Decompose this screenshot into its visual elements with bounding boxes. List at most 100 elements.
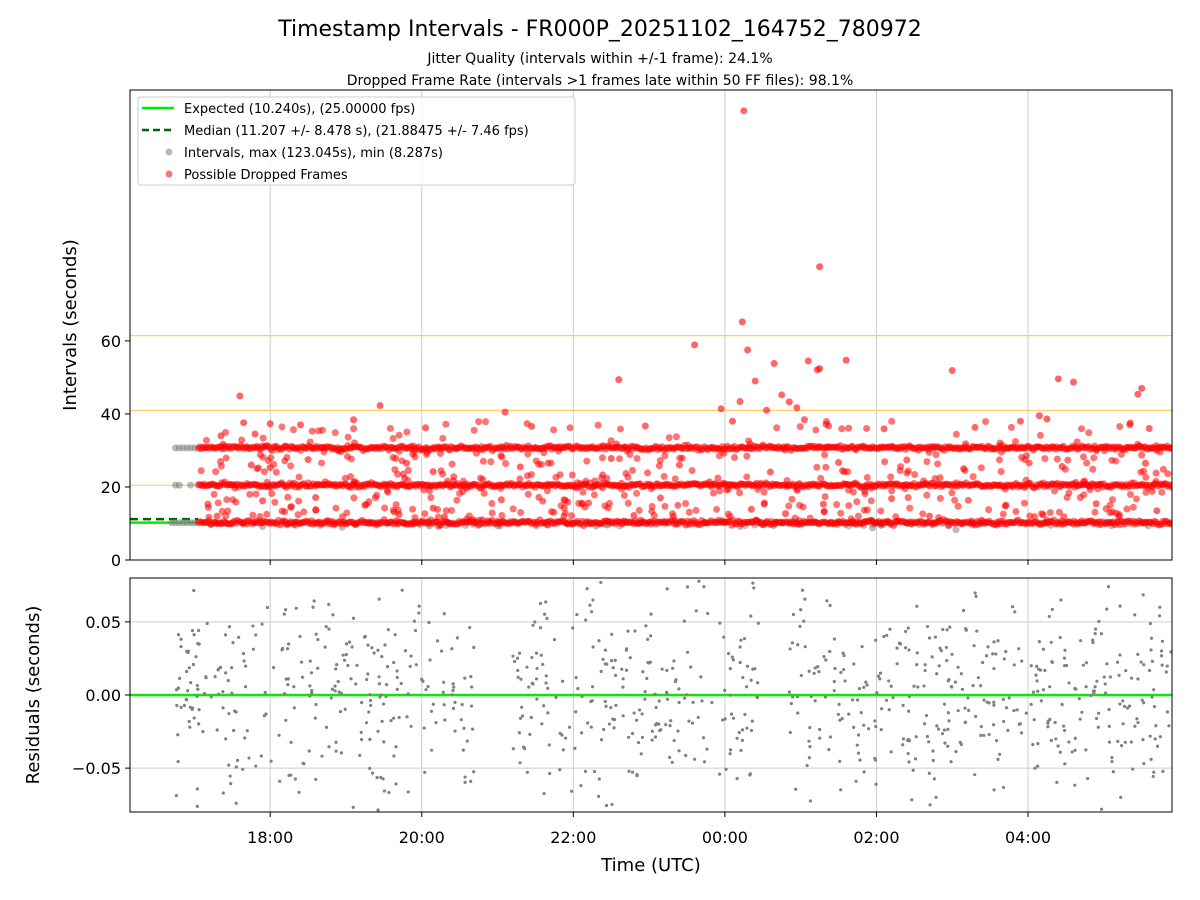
residual-point [998, 752, 1002, 756]
residual-point [833, 666, 837, 671]
residual-point [307, 749, 311, 753]
residual-point [807, 669, 811, 673]
residual-point [589, 610, 594, 614]
residual-point [584, 618, 588, 622]
residual-point [395, 669, 399, 673]
residual-point [818, 736, 822, 740]
residual-point [796, 643, 800, 647]
residual-point [179, 705, 183, 709]
residual-point [878, 677, 882, 681]
dropped-frame-point [231, 484, 239, 492]
dropped-frame-point [778, 391, 786, 399]
residuals-y-tick-label: 0.05 [85, 613, 121, 632]
residual-point [546, 686, 550, 690]
residual-point [470, 685, 474, 689]
residual-point [862, 723, 866, 727]
dropped-frame-point [607, 437, 615, 445]
residual-point [749, 678, 753, 682]
residual-point [590, 685, 595, 689]
residual-point [684, 753, 688, 758]
dropped-frame-point [793, 485, 801, 493]
residual-point [1142, 762, 1146, 766]
residual-point [807, 756, 811, 760]
residual-point [541, 662, 545, 667]
residual-point [739, 638, 743, 642]
residual-point [1059, 598, 1063, 602]
residual-point [380, 654, 384, 659]
residual-point [179, 645, 183, 649]
residual-point [408, 664, 412, 668]
residual-point [653, 735, 658, 739]
residual-point [221, 791, 225, 795]
dropped-frame-point [1091, 508, 1099, 516]
residual-point [450, 647, 454, 651]
residual-point [1136, 652, 1140, 656]
residual-point [535, 666, 539, 671]
dropped-frame-point [1073, 438, 1081, 446]
residual-point [460, 702, 464, 707]
residual-point [387, 790, 391, 795]
residual-point [327, 745, 331, 749]
dropped-frame-point [647, 485, 655, 493]
residual-point [254, 633, 258, 637]
dropped-frame-point [573, 484, 581, 492]
dropped-frame-point [389, 435, 397, 443]
residual-point [735, 776, 739, 781]
residual-point [729, 712, 734, 716]
residual-point [925, 734, 929, 739]
residual-point [669, 719, 673, 723]
residual-point [878, 671, 883, 675]
residual-point [924, 713, 929, 718]
dropped-frame-point [583, 457, 591, 465]
residual-point [807, 739, 811, 743]
dropped-frame-point [863, 473, 871, 481]
residual-point [359, 730, 363, 734]
residual-point [209, 695, 213, 699]
dropped-frame-point [923, 491, 931, 499]
dropped-frame-point [443, 477, 451, 485]
residual-point [1149, 648, 1153, 652]
dropped-frame-point [344, 433, 352, 441]
residual-point [558, 768, 562, 772]
residual-point [395, 687, 399, 691]
dropped-frame-point [948, 489, 956, 497]
residual-point [392, 660, 396, 665]
dropped-frame-point [1100, 447, 1108, 455]
residual-point [372, 651, 376, 655]
dropped-frame-point [731, 454, 739, 462]
residual-point [991, 723, 996, 727]
residual-point [223, 633, 228, 637]
residual-point [901, 737, 906, 741]
residual-point [693, 757, 697, 761]
residual-point [431, 702, 435, 706]
residual-point [420, 677, 424, 682]
residual-point [984, 654, 989, 658]
dropped-frame-point [1108, 496, 1116, 504]
residual-point [1047, 614, 1051, 619]
residual-point [882, 634, 886, 639]
residual-point [1093, 627, 1098, 631]
residual-point [406, 692, 410, 696]
residual-point [231, 641, 235, 645]
dropped-frame-point [1046, 509, 1054, 517]
dropped-frame-point [590, 491, 598, 499]
residual-point [597, 639, 601, 643]
residual-point [197, 722, 201, 726]
residual-point [822, 654, 826, 659]
residual-point [859, 711, 863, 715]
residual-point [451, 706, 456, 710]
dropped-frame-point [246, 490, 254, 498]
residual-point [1031, 690, 1036, 694]
dropped-frame-point [501, 408, 509, 416]
dropped-frame-point [256, 512, 264, 520]
residual-point [308, 694, 312, 698]
residual-point [823, 695, 828, 699]
residual-point [752, 586, 756, 590]
residual-point [583, 769, 588, 773]
residual-point [406, 790, 410, 794]
residual-point [1024, 711, 1028, 715]
residual-point [1053, 720, 1057, 725]
residual-point [554, 695, 558, 700]
residual-point [334, 667, 338, 671]
dropped-frame-point [1041, 455, 1049, 463]
